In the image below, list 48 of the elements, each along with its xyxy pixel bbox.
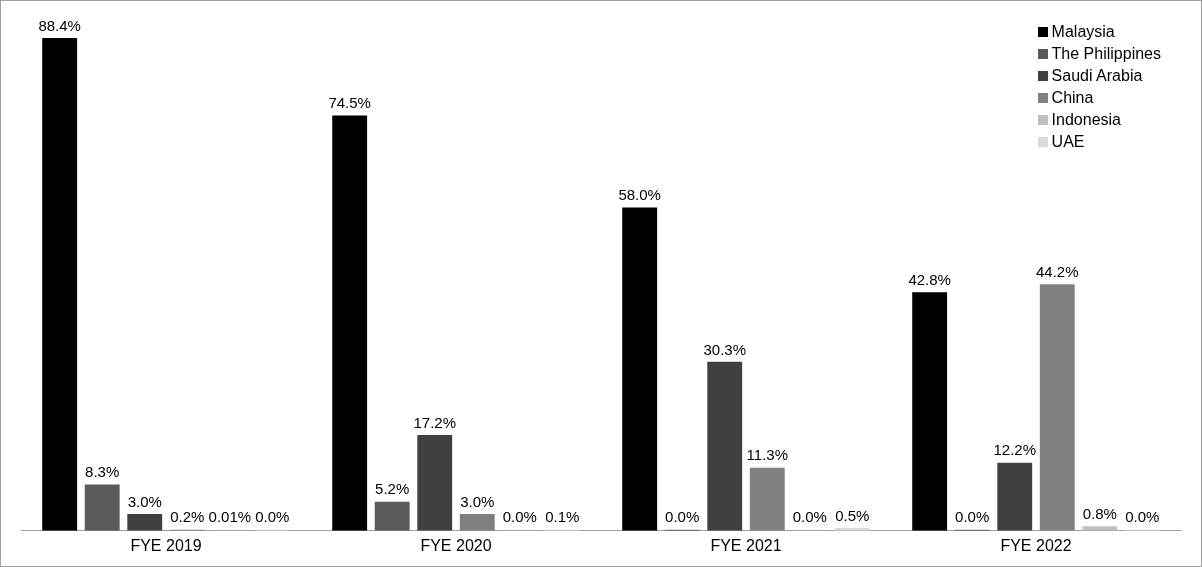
data-label: 30.3% xyxy=(703,340,747,358)
bar xyxy=(1039,284,1075,531)
bar xyxy=(997,462,1033,531)
legend-label: UAE xyxy=(1051,133,1085,151)
bar xyxy=(749,467,785,531)
bar xyxy=(459,514,495,531)
data-label: 42.8% xyxy=(908,270,951,288)
data-label: 0.1% xyxy=(545,508,580,526)
data-label: 0.0% xyxy=(1125,508,1160,526)
x-tick-label: FYE 2020 xyxy=(420,536,492,554)
bar xyxy=(707,361,743,531)
bar xyxy=(622,207,658,531)
data-label: 74.5% xyxy=(328,94,371,112)
data-label: 8.3% xyxy=(85,463,120,481)
data-label: 0.0% xyxy=(665,508,700,526)
legend-label: Indonesia xyxy=(1051,111,1121,129)
x-tick-label: FYE 2019 xyxy=(130,536,202,554)
bar xyxy=(332,115,368,531)
bar xyxy=(127,514,163,531)
legend-label: Malaysia xyxy=(1051,23,1115,41)
data-label: 3.0% xyxy=(127,492,162,510)
legend-label: China xyxy=(1051,89,1094,107)
data-label: 0.0% xyxy=(255,508,290,526)
bar xyxy=(912,292,948,531)
data-label: 12.2% xyxy=(993,441,1037,459)
bar xyxy=(417,434,453,531)
data-label: 11.3% xyxy=(746,446,788,464)
data-label: 17.2% xyxy=(413,413,457,431)
data-label: 58.0% xyxy=(618,186,661,204)
legend-label: The Philippines xyxy=(1051,45,1161,63)
data-label: 5.2% xyxy=(375,480,410,498)
legend-label: Saudi Arabia xyxy=(1051,67,1143,85)
x-tick-label: FYE 2022 xyxy=(1000,536,1072,554)
bar xyxy=(84,484,120,531)
data-label: 0.0% xyxy=(955,508,990,526)
x-tick-label: FYE 2021 xyxy=(710,536,782,554)
data-label: 0.2% xyxy=(170,508,205,526)
data-label: 44.2% xyxy=(1035,263,1079,280)
data-label: 0.01% xyxy=(208,508,252,526)
bar xyxy=(1082,526,1118,531)
data-label: 88.4% xyxy=(38,16,81,34)
bar xyxy=(374,501,410,531)
data-label: 0.0% xyxy=(792,508,827,526)
data-label: 3.0% xyxy=(460,492,495,510)
bar xyxy=(42,37,78,531)
data-label: 0.8% xyxy=(1082,504,1117,522)
data-label: 0.5% xyxy=(835,506,870,524)
data-label: 0.0% xyxy=(502,508,537,526)
